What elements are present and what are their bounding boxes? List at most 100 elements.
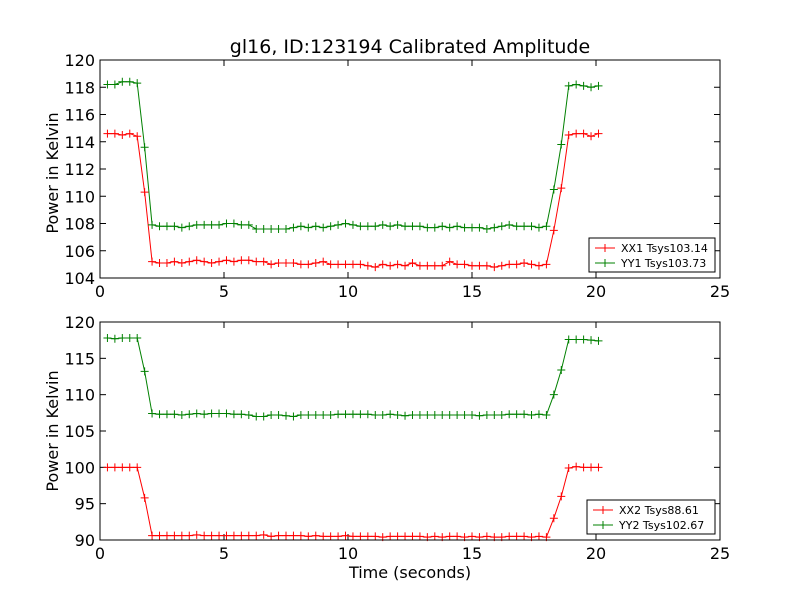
chart-1-series-1-point xyxy=(326,260,335,269)
chart-2-series-1-point xyxy=(430,532,439,541)
chart-2-series-2-point xyxy=(490,411,499,420)
chart-2-series-2-point xyxy=(572,335,581,344)
chart-1-y-tick-label: 120 xyxy=(64,51,95,70)
chart-2-y-tick-label: 105 xyxy=(64,422,95,441)
chart-1-series-2-point xyxy=(356,222,365,231)
chart-1-series-2-point xyxy=(363,222,372,231)
chart-1-series-2-point xyxy=(505,220,514,229)
chart-2-series-2-point xyxy=(244,411,253,420)
chart-2-series-1-point xyxy=(118,463,127,472)
chart-2-series-1-point xyxy=(520,532,529,541)
chart-1-ylabel: Power in Kelvin xyxy=(43,112,62,233)
chart-2-series-1-point xyxy=(549,514,558,523)
chart-2-series-2-point xyxy=(534,410,543,419)
chart-2-series-2-point xyxy=(549,390,558,399)
chart-2-series-1-point xyxy=(200,531,209,540)
chart-2-series-2-point xyxy=(497,411,506,420)
chart-2-series-2-point xyxy=(267,411,276,420)
chart-2-series-1-point xyxy=(274,531,283,540)
chart-2-series-2-point xyxy=(110,334,119,343)
chart-1-series-2-point xyxy=(334,220,343,229)
chart-1-y-tick-label: 104 xyxy=(64,269,95,288)
chart-2-series-1-point xyxy=(304,532,313,541)
chart-1-series-2-point xyxy=(274,224,283,233)
chart-2-series-2-point xyxy=(415,411,424,420)
chart-2-series-2-point xyxy=(237,410,246,419)
chart-1-series-1-point xyxy=(207,259,216,268)
chart-1-x-tick-label: 10 xyxy=(338,282,358,301)
chart-1-series-1-point xyxy=(386,261,395,270)
chart-2-series-2-point xyxy=(341,410,350,419)
chart-1-series-2-point xyxy=(133,79,142,88)
chart-1-series-1-point xyxy=(445,257,454,266)
chart-2-series-1-point xyxy=(393,532,402,541)
chart-2-series-1-point xyxy=(326,532,335,541)
chart-2-series-1-point xyxy=(222,531,231,540)
chart-2-series-2-point xyxy=(326,411,335,420)
chart-2-series-1-point xyxy=(237,531,246,540)
chart-2-series-1-point xyxy=(453,532,462,541)
chart-1-series-1-point xyxy=(468,261,476,270)
chart-2-legend-entry: YY2 Tsys102.67 xyxy=(593,519,704,532)
chart-2-series-1-point xyxy=(229,531,238,540)
chart-1-series-2-point xyxy=(110,80,119,89)
chart-1-series-1-point xyxy=(319,257,328,266)
chart-1-series-1-point xyxy=(482,261,491,270)
chart-2-series-1-point xyxy=(534,532,543,541)
chart-1-series-2-point xyxy=(259,224,268,233)
chart-2-series-2-point xyxy=(505,410,514,419)
chart-1-series-2-point xyxy=(200,220,209,229)
chart-2-series-1-point xyxy=(185,531,194,540)
chart-2-series-2-point xyxy=(103,333,112,342)
chart-2-y-tick-label: 110 xyxy=(64,386,95,405)
chart-1-series-2-point xyxy=(207,220,216,229)
chart-2-series-1-point xyxy=(252,531,261,540)
chart-1-series-2-point xyxy=(140,143,149,152)
chart-1-series-1-point xyxy=(490,263,499,272)
chart-2-series-2-point xyxy=(579,335,588,344)
chart-1-x-tick-label: 0 xyxy=(95,282,105,301)
chart-1-series-1-point xyxy=(542,260,551,269)
chart-2-legend: XX2 Tsys88.61 YY2 Tsys102.67 xyxy=(586,499,716,535)
chart-1-series-2-point xyxy=(170,222,179,231)
chart-2-series-1-point xyxy=(401,532,410,541)
chart-2-series-2-point xyxy=(512,410,521,419)
chart-1-series-1-point xyxy=(140,188,149,197)
chart-1-series-2-point xyxy=(252,224,261,233)
chart-1-series-2-point xyxy=(408,222,417,231)
chart-2-series-2-point xyxy=(423,411,432,420)
chart-1-series-1-point xyxy=(564,130,573,139)
chart-2-series-2-point xyxy=(311,411,320,420)
chart-1-series-2-point xyxy=(237,220,246,229)
chart-2-series-1-point xyxy=(319,532,328,541)
chart-1-series-1-point xyxy=(192,256,201,265)
chart-1-series-1-point xyxy=(177,259,186,268)
chart-1-series-1-point xyxy=(557,184,566,193)
chart-2-legend-entry: XX2 Tsys88.61 xyxy=(593,504,699,517)
chart-1-series-2-point xyxy=(512,222,521,231)
chart-2-series-1-point xyxy=(148,531,157,540)
chart-2-series-1-point xyxy=(512,532,521,541)
chart-2-series-2-point xyxy=(185,410,194,419)
chart-2-series-1-point xyxy=(356,532,365,541)
chart-2-xlabel: Time (seconds) xyxy=(348,563,471,582)
chart-2-series-2-point xyxy=(118,333,127,342)
chart-1-series-2-point xyxy=(282,224,290,233)
chart-2-series-1-point xyxy=(259,530,268,539)
chart-1-series-2-point xyxy=(579,81,588,90)
chart-2-series-1-point xyxy=(133,463,142,472)
chart-1-series-1-point xyxy=(274,259,283,268)
chart-2-series-1-point xyxy=(177,531,186,540)
chart-1-series-1-point xyxy=(311,259,320,268)
chart-1-series-1-point xyxy=(527,260,536,269)
chart-2-series-2-point xyxy=(527,411,536,420)
chart-1-plot-area: 0 5 10 15 20 25 104 106 108 110 112 114 116 118 120 XX1… xyxy=(64,51,730,301)
chart-2-axes-frame xyxy=(99,321,721,541)
chart-1-series-1-point xyxy=(133,132,142,141)
chart-1-series-1-point xyxy=(430,261,439,270)
chart-2-series-1-point xyxy=(296,531,305,540)
chart-1-legend: XX1 Tsys103.14 YY1 Tsys103.73 xyxy=(588,237,716,273)
chart-2-series-2-point xyxy=(482,411,491,420)
chart-2-series-2-point xyxy=(334,410,343,419)
chart-1-series-2-point xyxy=(229,219,238,228)
